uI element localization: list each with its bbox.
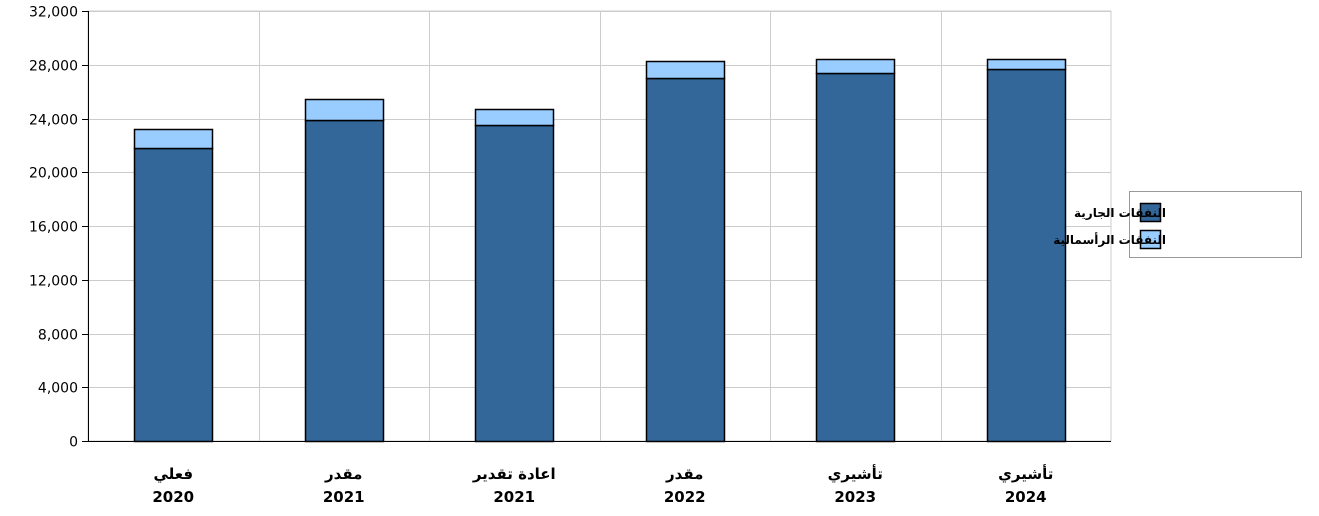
- y-tick-label: 4,000: [38, 381, 78, 397]
- x-category-label: اعادة تقدير: [472, 465, 556, 483]
- bar-current-expenditure: [815, 72, 896, 443]
- x-category-year: 2020: [152, 488, 194, 506]
- x-category-label: تأشيري: [828, 464, 883, 484]
- bar-current-expenditure: [474, 124, 555, 443]
- bar-capital-expenditure: [474, 108, 555, 127]
- y-tick-label: 20,000: [29, 166, 78, 182]
- bar-current-expenditure: [304, 119, 385, 443]
- labels-layer: فعلي 2020 مقدر 2021 اعادة تقدير 2021 مقدر 2022 ت…: [152, 464, 1053, 506]
- x-category-year: 2023: [834, 488, 876, 506]
- bars-layer: [133, 58, 1067, 443]
- grid-layer: [87, 10, 1112, 442]
- bar-current-expenditure: [645, 77, 726, 443]
- y-tick-label: 28,000: [29, 59, 78, 75]
- y-tick-label: 0: [69, 435, 78, 451]
- y-tick-label: 24,000: [29, 113, 78, 129]
- x-category-year: 2021: [323, 488, 365, 506]
- bar-current-expenditure: [986, 68, 1067, 443]
- y-tick-label: 32,000: [29, 5, 78, 21]
- axes-layer: 0 4,000 8,000 12,000 16,000 20,000 24,000 28,00…: [29, 5, 1111, 451]
- bar-current-expenditure: [133, 147, 214, 443]
- bar-capital-expenditure: [304, 98, 385, 122]
- x-category-year: 2021: [493, 488, 535, 506]
- bar-capital-expenditure: [815, 58, 896, 75]
- y-tick-label: 12,000: [29, 274, 78, 290]
- y-tick-label: 16,000: [29, 220, 78, 236]
- x-category-label: تأشيري: [998, 464, 1053, 484]
- legend: النفقات الجارية النفقات الرأسمالية: [1053, 191, 1302, 258]
- bar-capital-expenditure: [133, 128, 214, 150]
- legend-label: النفقات الجارية: [1074, 206, 1166, 220]
- bar-capital-expenditure: [645, 60, 726, 80]
- y-tick-label: 8,000: [38, 328, 78, 344]
- bar-capital-expenditure: [986, 58, 1067, 71]
- x-category-year: 2022: [664, 488, 706, 506]
- x-category-label: فعلي: [153, 465, 193, 483]
- x-category-label: مقدر: [665, 465, 703, 483]
- legend-label: النفقات الرأسمالية: [1053, 232, 1166, 247]
- legend-swatch: [1139, 202, 1162, 223]
- x-category-label: مقدر: [324, 465, 362, 483]
- legend-swatch: [1139, 229, 1162, 250]
- x-category-year: 2024: [1005, 488, 1047, 506]
